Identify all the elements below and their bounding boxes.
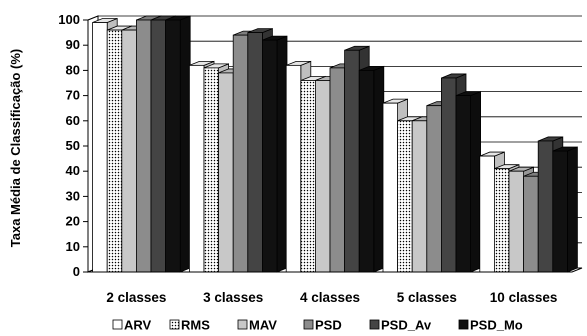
bar-psd-mo-2-classes bbox=[165, 15, 191, 273]
bars bbox=[92, 15, 578, 273]
y-tick-label: 50 bbox=[66, 138, 80, 153]
bar-front bbox=[426, 105, 442, 273]
bar-front bbox=[440, 77, 457, 273]
bar-front bbox=[247, 32, 263, 273]
bar-side bbox=[179, 15, 191, 273]
y-tick-label: 90 bbox=[66, 37, 80, 52]
legend-label-psd-av: PSD_Av bbox=[381, 318, 432, 333]
bar-side bbox=[567, 146, 578, 273]
bar-side bbox=[470, 91, 482, 273]
y-tick-label: 10 bbox=[66, 239, 80, 254]
bar-front bbox=[344, 49, 360, 273]
legend-swatch-psd-mo bbox=[458, 319, 469, 330]
legend: ARV RMS MAV PSD PSD_Av PSD_Mo bbox=[112, 318, 523, 333]
bar-front bbox=[397, 120, 413, 273]
bar-front bbox=[261, 39, 278, 273]
legend-swatch-psd-av bbox=[369, 319, 380, 330]
y-tick-label: 0 bbox=[73, 264, 80, 279]
bar-psd-mo-5-classes bbox=[455, 91, 482, 273]
legend-label-mav: MAV bbox=[249, 318, 277, 333]
bar-side bbox=[276, 35, 288, 273]
legend-swatch-psd bbox=[303, 319, 314, 330]
bar-front bbox=[165, 19, 181, 273]
legend-label-rms: RMS bbox=[181, 318, 210, 333]
bar-psd-mo-4-classes bbox=[358, 65, 385, 273]
bar-front bbox=[92, 22, 108, 273]
bar-front bbox=[314, 80, 331, 273]
bar-front bbox=[106, 29, 123, 273]
bar-front bbox=[479, 155, 495, 273]
bar-psd-mo-10-classes bbox=[552, 146, 578, 273]
bar-front bbox=[285, 64, 302, 273]
bar-psd-mo-3-classes bbox=[261, 35, 288, 273]
y-tick-label: 60 bbox=[66, 113, 80, 128]
bar-front bbox=[508, 170, 525, 273]
bar-front bbox=[121, 29, 137, 273]
bar-front bbox=[455, 95, 472, 273]
bar-front bbox=[523, 175, 539, 273]
bar-front bbox=[150, 19, 167, 273]
x-category-label: 4 classes bbox=[300, 290, 360, 305]
y-tick-label: 80 bbox=[66, 62, 80, 77]
bar-front bbox=[329, 67, 346, 273]
bar-side bbox=[373, 65, 385, 273]
legend-label-psd-mo: PSD_Mo bbox=[470, 318, 523, 333]
y-tick-label: 30 bbox=[66, 188, 80, 203]
x-category-label: 2 classes bbox=[106, 290, 166, 305]
legend-swatch-arv bbox=[112, 319, 123, 330]
bar-front bbox=[382, 102, 399, 273]
bar-front bbox=[552, 150, 568, 273]
x-category-label: 10 classes bbox=[490, 290, 558, 305]
legend-label-psd: PSD bbox=[315, 318, 342, 333]
bar-front bbox=[203, 67, 220, 273]
x-category-label: 3 classes bbox=[203, 290, 263, 305]
bar-front bbox=[493, 168, 510, 273]
y-tick-label: 100 bbox=[58, 12, 80, 27]
x-category-label: 5 classes bbox=[397, 290, 457, 305]
legend-label-arv: ARV bbox=[124, 318, 152, 333]
y-axis-label: Taxa Média de Classificação (%) bbox=[8, 49, 23, 247]
legend-swatch-mav bbox=[237, 319, 248, 330]
y-tick-label: 20 bbox=[66, 214, 80, 229]
y-tick-label: 70 bbox=[66, 88, 80, 103]
bar-front bbox=[411, 120, 428, 273]
axes: 0 10 20 30 40 50 60 70 80 90 100 2 classes 3 classes… bbox=[58, 12, 572, 305]
legend-swatch-rms bbox=[169, 319, 180, 330]
bar-front bbox=[358, 70, 375, 273]
y-tick-label: 40 bbox=[66, 163, 80, 178]
bar-front bbox=[188, 64, 205, 273]
bar-front bbox=[218, 72, 234, 273]
bar-front bbox=[232, 34, 249, 273]
bar-front bbox=[537, 140, 554, 273]
bar-front bbox=[300, 80, 316, 273]
bar-front bbox=[135, 19, 152, 273]
